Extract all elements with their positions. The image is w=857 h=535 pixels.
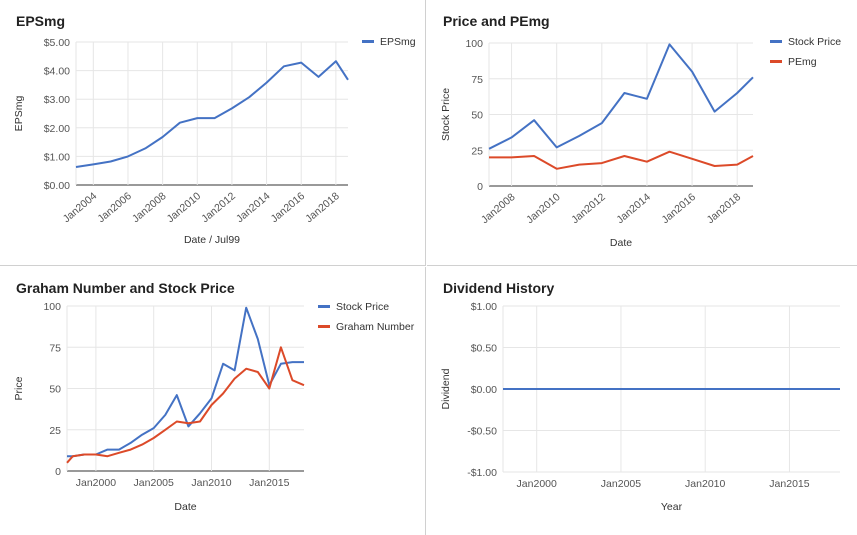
- y-tick-label: $5.00: [44, 37, 70, 49]
- x-tick-label: Jan2012: [199, 190, 238, 225]
- x-tick-label: Jan2000: [76, 477, 116, 489]
- y-tick-label: 100: [465, 38, 483, 50]
- y-tick-label: $4.00: [44, 66, 70, 78]
- x-tick-label: Jan2018: [705, 191, 744, 226]
- x-tick-label: Jan2015: [769, 478, 809, 490]
- y-axis-title: Stock Price: [440, 88, 452, 141]
- x-tick-label: Jan2005: [134, 477, 174, 489]
- legend-label: PEmg: [788, 56, 817, 68]
- dividend-chart: -$1.00 -$0.50 $0.00 $0.50 $1.00 Jan2000 Jan200…: [440, 301, 840, 513]
- legend-swatch: [318, 305, 330, 308]
- x-tick-label: Jan2006: [95, 190, 134, 225]
- y-tick-label: $0.00: [471, 384, 497, 396]
- x-tick-label: Jan2015: [249, 477, 289, 489]
- legend-label: Stock Price: [336, 301, 389, 313]
- y-tick-label: -$0.50: [467, 426, 497, 438]
- eps-chart: $0.00$1.00$2.00$3.00$4.00$5.00Jan2004Jan…: [13, 36, 416, 246]
- legend-swatch: [318, 325, 330, 328]
- x-tick-label: Jan2010: [165, 190, 204, 225]
- legend-swatch: [770, 60, 782, 63]
- legend-label: Stock Price: [788, 36, 841, 48]
- legend-label: Graham Number: [336, 321, 415, 333]
- y-tick-label: 50: [471, 110, 483, 122]
- y-tick-label: $3.00: [44, 94, 70, 106]
- graham-chart-panel: Graham Number and Stock Price 0 25 50 75 100…: [0, 267, 426, 535]
- y-tick-label: 50: [49, 384, 61, 396]
- y-tick-label: $0.50: [471, 343, 497, 355]
- y-tick-label: $1.00: [471, 301, 497, 313]
- x-tick-label: Jan2010: [685, 478, 725, 490]
- legend-label: EPSmg: [380, 36, 416, 48]
- series-line-stock-price: [67, 306, 304, 458]
- y-axis-title: Dividend: [440, 368, 452, 409]
- eps-chart-title: EPSmg: [16, 13, 66, 29]
- y-tick-label: 75: [49, 342, 61, 354]
- x-tick-label: Jan2010: [191, 477, 231, 489]
- x-tick-label: Jan2005: [601, 478, 641, 490]
- legend-swatch: [362, 40, 374, 43]
- x-tick-label: Jan2016: [659, 191, 698, 226]
- x-tick-label: Jan2018: [303, 190, 342, 225]
- y-tick-label: 75: [471, 74, 483, 86]
- x-tick-label: Jan2010: [524, 191, 563, 226]
- price-pe-chart-panel: Price and PEmg 0 25 50 75 100 Jan2008 Jan2010 J…: [427, 0, 857, 266]
- graham-chart: 0 25 50 75 100 Jan2000 Jan2005 Jan2010 Jan2015 Pr…: [13, 301, 415, 513]
- price-pe-chart-title: Price and PEmg: [443, 13, 550, 29]
- y-tick-label: -$1.00: [467, 467, 497, 479]
- y-tick-label: 0: [55, 466, 61, 478]
- x-tick-label: Jan2008: [130, 190, 169, 225]
- x-axis-title: Year: [661, 501, 683, 513]
- y-tick-label: 25: [49, 425, 61, 437]
- x-tick-label: Jan2004: [61, 190, 100, 225]
- dividend-chart-panel: Dividend History -$1.00 -$0.50 $0.00 $0.50 $…: [427, 267, 857, 535]
- y-tick-label: $0.00: [44, 180, 70, 192]
- y-tick-label: 0: [477, 181, 483, 193]
- y-tick-label: 100: [43, 301, 61, 313]
- x-axis-title: Date / Jul99: [184, 234, 240, 246]
- eps-chart-panel: EPSmg $0.00 $1.00 $2.00 $3.00 $4.00 $5.00 Jan2…: [0, 0, 426, 266]
- legend-swatch: [770, 40, 782, 43]
- x-tick-label: Jan2000: [517, 478, 557, 490]
- x-tick-label: Jan2014: [234, 190, 273, 225]
- dividend-chart-title: Dividend History: [443, 280, 555, 296]
- x-tick-label: Jan2014: [614, 191, 653, 226]
- series-line-graham-number: [66, 346, 305, 464]
- series-line-pemg: [489, 150, 754, 170]
- y-tick-label: $2.00: [44, 123, 70, 135]
- x-tick-label: Jan2008: [479, 191, 518, 226]
- series-line-stock-price: [488, 43, 754, 150]
- x-tick-label: Jan2012: [569, 191, 608, 226]
- x-axis-title: Date: [174, 501, 196, 513]
- graham-chart-title: Graham Number and Stock Price: [16, 280, 235, 296]
- y-axis-title: Price: [13, 376, 25, 400]
- y-tick-label: 25: [471, 145, 483, 157]
- y-tick-label: $1.00: [44, 151, 70, 163]
- x-tick-label: Jan2016: [269, 190, 308, 225]
- series-line-epsmg: [75, 60, 349, 168]
- y-axis-title: EPSmg: [13, 96, 25, 132]
- x-axis-title: Date: [610, 237, 632, 249]
